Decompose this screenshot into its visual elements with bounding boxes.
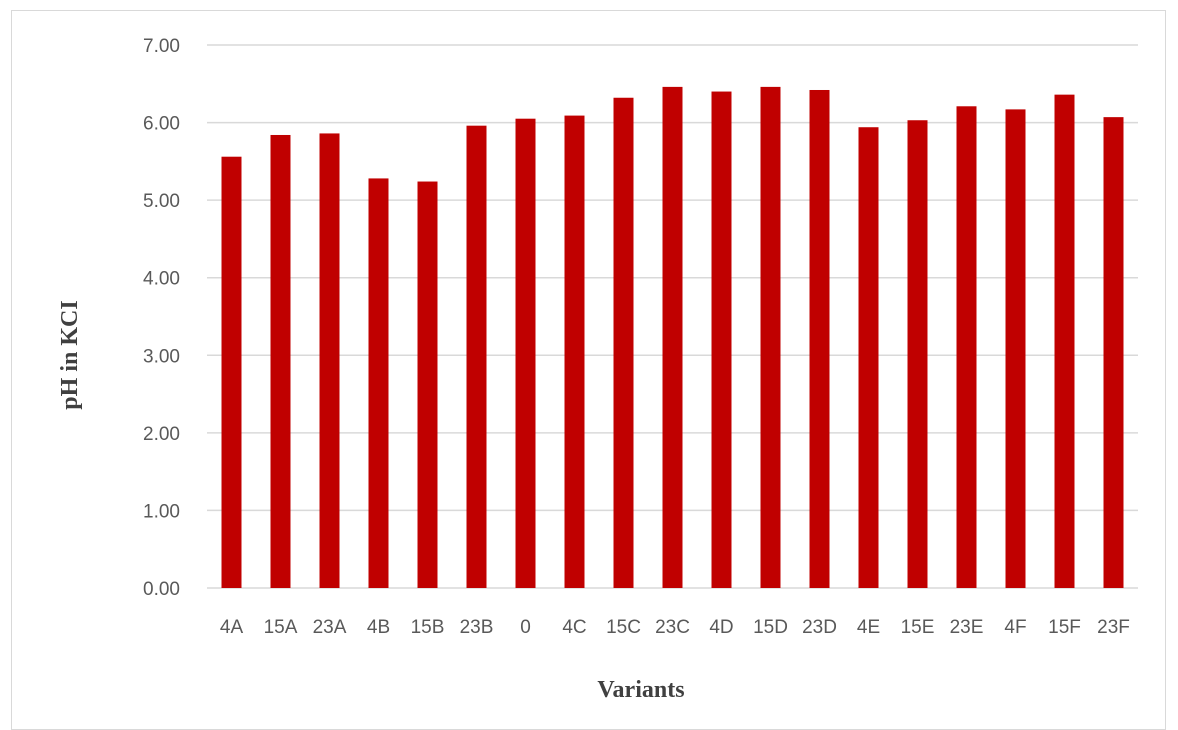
x-tick-label: 4D bbox=[709, 617, 733, 638]
bar-15E bbox=[907, 120, 928, 588]
x-tick-label: 23D bbox=[802, 617, 837, 638]
x-tick-label: 0 bbox=[520, 617, 531, 638]
bar-23A bbox=[319, 133, 340, 588]
x-tick-label: 15E bbox=[901, 617, 935, 638]
bar-15D bbox=[760, 86, 781, 588]
bars bbox=[221, 86, 1124, 589]
x-tick-label: 23A bbox=[313, 617, 347, 638]
x-axis-title: Variants bbox=[597, 677, 684, 703]
x-tick-label: 15D bbox=[753, 617, 788, 638]
bar-15B bbox=[417, 181, 438, 589]
y-tick-label: 7.00 bbox=[143, 36, 180, 57]
y-tick-label: 2.00 bbox=[143, 424, 180, 445]
x-tick-label: 4A bbox=[220, 617, 244, 638]
y-tick-label: 5.00 bbox=[143, 191, 180, 212]
bar-15A bbox=[270, 134, 291, 589]
bar-23B bbox=[466, 125, 487, 588]
bar-4D bbox=[711, 91, 732, 589]
x-tick-label: 23B bbox=[460, 617, 494, 638]
y-tick-label: 4.00 bbox=[143, 269, 180, 290]
x-tick-labels: 4A 15A 23A 4B 15B 23B 0 4C 15C 23C 4D 15D 23D 4E 15E 23… bbox=[220, 617, 1130, 638]
bar-4E bbox=[858, 127, 879, 589]
x-tick-label: 15F bbox=[1048, 617, 1081, 638]
bar-15C bbox=[613, 97, 634, 589]
x-tick-label: 4E bbox=[857, 617, 880, 638]
x-tick-label: 23E bbox=[950, 617, 984, 638]
bar-0 bbox=[515, 118, 536, 588]
x-tick-label: 4F bbox=[1004, 617, 1026, 638]
bar-23D bbox=[809, 89, 830, 589]
bar-4C bbox=[564, 115, 585, 588]
x-tick-label: 4C bbox=[562, 617, 586, 638]
x-tick-label: 15B bbox=[411, 617, 445, 638]
y-tick-labels: 0.00 1.00 2.00 3.00 4.00 5.00 6.00 7.00 bbox=[143, 36, 180, 600]
y-tick-label: 1.00 bbox=[143, 501, 180, 522]
bar-4F bbox=[1005, 109, 1026, 589]
x-tick-label: 23C bbox=[655, 617, 690, 638]
x-tick-label: 15A bbox=[264, 617, 298, 638]
x-tick-label: 15C bbox=[606, 617, 641, 638]
bar-23C bbox=[662, 86, 683, 588]
x-tick-label: 23F bbox=[1097, 617, 1130, 638]
bar-4A bbox=[221, 156, 242, 588]
bar-4B bbox=[368, 178, 389, 588]
bar-23E bbox=[956, 106, 977, 588]
x-tick-label: 4B bbox=[367, 617, 390, 638]
y-tick-label: 6.00 bbox=[143, 114, 180, 135]
y-axis-title: pH in KCI bbox=[57, 300, 83, 409]
y-tick-label: 0.00 bbox=[143, 579, 180, 600]
bar-15F bbox=[1054, 94, 1075, 588]
y-tick-label: 3.00 bbox=[143, 346, 180, 367]
bar-23F bbox=[1103, 117, 1124, 589]
